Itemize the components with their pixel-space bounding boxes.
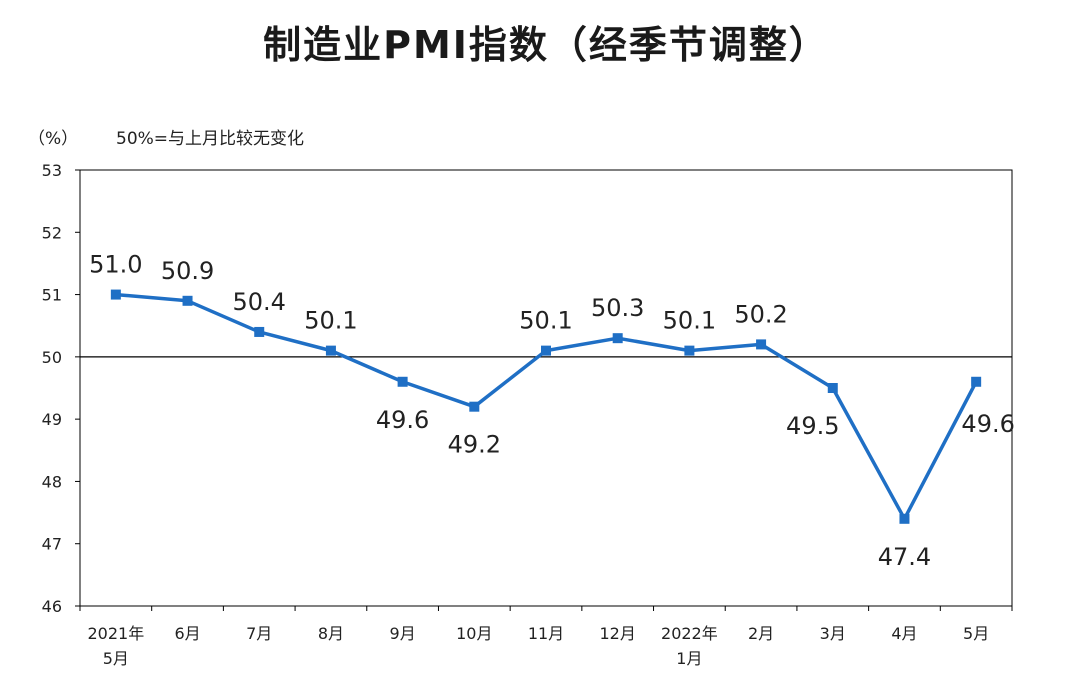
data-label: 47.4 [878,543,931,571]
data-label: 49.6 [376,406,429,434]
x-tick-label: 11月 [528,624,564,643]
data-label: 49.2 [448,431,501,459]
data-label: 50.4 [233,288,286,316]
data-point [325,345,336,356]
x-tick-label: 2022年 [661,624,718,643]
data-point [971,376,982,387]
data-point [541,345,551,356]
y-tick-label: 46 [42,597,62,616]
x-tick-label: 7月 [246,624,272,643]
data-label: 49.5 [786,412,839,440]
data-point [469,401,480,412]
data-point [254,326,265,337]
data-label: 49.6 [961,410,1014,438]
chart-title: 制造业PMI指数（经季节调整） [263,23,829,67]
y-tick-label: 52 [42,223,62,242]
data-point [756,339,767,350]
y-tick-label: 53 [42,161,62,180]
data-label: 50.2 [734,300,787,328]
x-tick-label: 3月 [820,624,846,643]
y-tick-label: 47 [42,535,62,554]
x-tick-label: 12月 [600,624,636,643]
x-tick-label: 8月 [318,624,344,643]
y-tick-label: 50 [42,348,62,367]
plot-frame [79,169,1013,607]
y-tick-label: 48 [42,472,62,491]
data-label: 50.1 [519,307,572,335]
data-point [684,345,695,356]
x-tick-label: 9月 [390,624,416,643]
x-tick-label: 6月 [174,624,200,643]
data-label: 50.9 [161,257,214,285]
reference-note: 50%=与上月比较无变化 [116,129,305,149]
data-label: 51.0 [89,251,142,279]
x-tick-label: 5月 [103,649,129,668]
x-tick-label: 4月 [891,624,917,643]
data-point [899,513,910,524]
x-tick-label: 2月 [748,624,774,643]
data-point [110,289,121,300]
data-label: 50.1 [304,307,357,335]
data-point [612,333,623,344]
x-tick-label: 5月 [963,624,989,643]
y-tick-label: 49 [42,410,62,429]
x-tick-label: 2021年 [87,624,144,643]
y-tick-label: 51 [42,286,62,305]
data-label: 50.3 [591,294,644,322]
y-axis-unit: （%） [28,129,79,149]
x-tick-label: 1月 [676,649,702,668]
x-tick-label: 10月 [456,624,492,643]
data-label: 50.1 [663,307,716,335]
data-point [182,295,193,306]
data-point [827,383,838,393]
data-point [397,376,408,387]
